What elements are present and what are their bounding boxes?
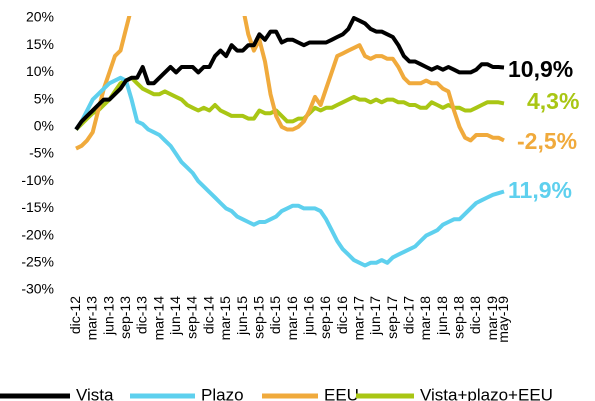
series-line (75, 16, 505, 151)
x-tick-label: jun-17 (367, 296, 383, 336)
x-tick-label: sep-17 (384, 296, 400, 339)
legend-label: Vista (76, 385, 114, 401)
x-tick-label: jun-13 (100, 296, 116, 336)
x-tick-label: jun-16 (300, 296, 316, 336)
x-tick-label: mar-16 (284, 296, 300, 341)
y-tick-label: 15% (26, 36, 54, 52)
end-label: 10,9% (508, 56, 573, 82)
x-tick-label: dic-13 (134, 296, 150, 334)
x-tick-label: may-19 (495, 296, 511, 343)
series-line (74, 75, 505, 131)
y-tick-label: -30% (21, 281, 54, 297)
x-tick-label: dic-18 (467, 296, 483, 334)
series-line (74, 75, 505, 268)
plot-area (74, 16, 505, 268)
x-tick-label: dic-15 (267, 296, 283, 334)
x-tick-label: jun-18 (434, 296, 450, 336)
x-tick-label: jun-14 (167, 296, 183, 336)
y-tick-label: -10% (21, 172, 54, 188)
x-tick-label: mar-18 (417, 296, 433, 341)
y-tick-label: -15% (21, 199, 54, 215)
y-tick-label: -25% (21, 254, 54, 270)
y-tick-label: 20% (26, 9, 54, 25)
x-tick-label: dic-12 (67, 296, 83, 334)
legend-label: EEU (324, 385, 359, 401)
x-tick-label: sep-16 (317, 296, 333, 339)
x-tick-label: sep-13 (117, 296, 133, 339)
x-tick-label: sep-15 (250, 296, 266, 339)
x-tick-label: dic-17 (401, 296, 417, 334)
legend-label: Plazo (201, 385, 244, 401)
series-line (74, 16, 505, 131)
x-tick-label: jun-15 (234, 296, 250, 336)
x-tick-label: dic-16 (334, 296, 350, 334)
y-tick-label: 5% (34, 90, 54, 106)
x-tick-label: mar-17 (350, 296, 366, 341)
end-label: -2,5% (517, 128, 577, 154)
x-tick-label: mar-15 (217, 296, 233, 341)
x-tick-label: mar-14 (150, 296, 166, 341)
x-tick-label: dic-14 (200, 296, 216, 334)
x-tick-label: mar-13 (84, 296, 100, 341)
y-tick-label: -20% (21, 226, 54, 242)
x-tick-label: sep-18 (451, 296, 467, 339)
end-label: 4,3% (527, 88, 579, 114)
y-tick-label: 0% (34, 118, 54, 134)
x-tick-label: mar-19 (484, 296, 500, 341)
x-tick-label: sep-14 (184, 296, 200, 339)
legend-label: Vista+plazo+EEU (420, 385, 553, 401)
y-tick-label: 10% (26, 63, 54, 79)
y-tick-label: -5% (29, 145, 54, 161)
end-label: 11,9% (508, 177, 572, 203)
